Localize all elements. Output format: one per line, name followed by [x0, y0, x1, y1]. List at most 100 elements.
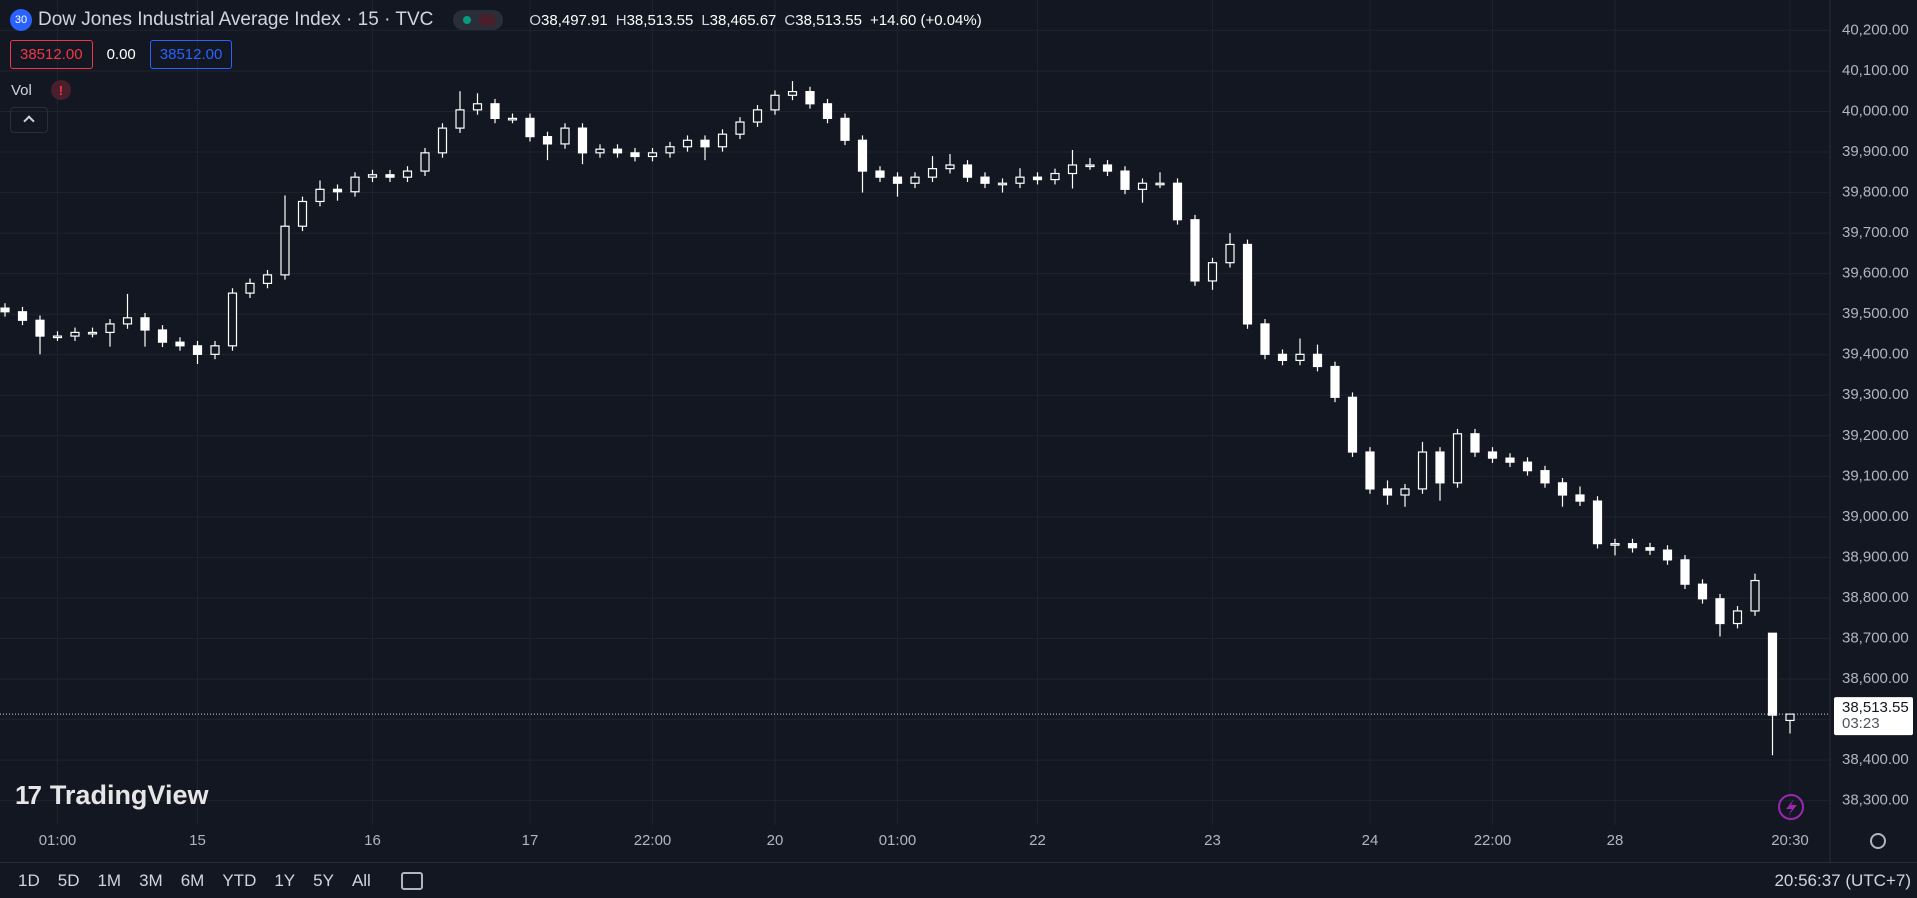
ohlc-value: 38,465.67 [709, 11, 777, 29]
candle-body [70, 331, 80, 337]
candle-body [1330, 365, 1340, 398]
candle-body [1522, 461, 1533, 472]
range-buttons: 1D 5D 1M 3M 6M YTD 1Y 5Y All [0, 871, 371, 891]
y-tick-label: 40,200.00 [1842, 21, 1909, 38]
candle-body [1645, 547, 1655, 551]
candle-body [1750, 579, 1760, 612]
candle-body [1382, 488, 1393, 496]
candle-body [1085, 164, 1095, 168]
candle-body [280, 225, 290, 276]
clock[interactable]: 20:56:37 (UTC+7) [1774, 871, 1911, 890]
last-price-tag [1834, 697, 1913, 736]
candle-body [52, 335, 63, 339]
candle-body [490, 103, 500, 119]
candle-body [1610, 543, 1620, 546]
settings-icon[interactable] [1870, 833, 1886, 849]
candle-body [175, 341, 185, 347]
x-tick-label: 22:00 [1474, 832, 1512, 849]
candle-body [227, 292, 238, 347]
candle-body [1242, 243, 1253, 325]
candle-body [630, 152, 640, 158]
candle-body [1155, 182, 1165, 186]
candle-body [1435, 451, 1445, 484]
range-button[interactable]: 3M [139, 871, 163, 890]
candle-body [1575, 494, 1585, 502]
range-button[interactable]: All [351, 871, 371, 890]
last-price-label: 38,513.55 [1842, 699, 1909, 716]
range-button[interactable]: 1M [97, 871, 122, 890]
candle-body [262, 274, 273, 284]
symbol-title[interactable]: Dow Jones Industrial Average Index · 15 … [38, 9, 434, 30]
candle-body [17, 311, 28, 321]
candle-body [1207, 262, 1218, 282]
watermark: 17 TradingView [15, 780, 208, 811]
range-button[interactable]: 5D [57, 871, 80, 890]
candle-body [595, 148, 605, 154]
collapse-button[interactable] [10, 107, 48, 133]
candle-body [1785, 713, 1795, 722]
y-tick-label: 40,000.00 [1842, 102, 1909, 119]
warning-icon[interactable]: ! [50, 80, 71, 100]
x-tick-label: 16 [364, 832, 381, 849]
indicator-name[interactable]: Vol [11, 81, 32, 99]
ohlc-key: H [615, 11, 627, 29]
symbol-badge[interactable]: 30 [10, 9, 32, 31]
x-tick-label: 20 [767, 832, 784, 849]
countdown-label: 03:23 [1842, 715, 1880, 732]
candle-body [140, 317, 150, 331]
range-button[interactable]: 5Y [313, 871, 334, 890]
candle-body [437, 127, 448, 154]
candle-body [157, 329, 168, 343]
candle-body [1715, 598, 1725, 625]
watermark-logo: 17 [15, 780, 42, 810]
range-button[interactable]: 1Y [274, 871, 296, 890]
candle-body [1312, 353, 1323, 368]
candle-body [1697, 583, 1708, 600]
ohlc-change: +14.60 (+0.04%) [869, 11, 982, 29]
sell-button[interactable]: 38512.00 [10, 40, 93, 69]
candle-body [945, 164, 955, 170]
candle-body [752, 109, 763, 123]
candle-body [647, 152, 658, 158]
ohlc-key: L [701, 11, 710, 29]
candle-body [1627, 543, 1638, 549]
candle-body [577, 127, 588, 154]
candle-body [980, 176, 990, 184]
alert-bolt [1786, 799, 1797, 816]
y-tick-label: 39,900.00 [1842, 143, 1909, 160]
range-button[interactable]: YTD [222, 871, 257, 890]
candle-body [367, 174, 378, 178]
bottom-toolbar: 1D 5D 1M 3M 6M YTD 1Y 5Y All 20:56:37 (UTC+7) [0, 862, 1917, 898]
candle-body [507, 117, 518, 121]
y-tick-label: 38,600.00 [1842, 670, 1909, 687]
candle-body [455, 109, 465, 129]
candle-body [822, 103, 833, 119]
candle-body [735, 121, 745, 135]
x-tick-label: 28 [1607, 832, 1624, 849]
status-pill[interactable] [453, 10, 504, 30]
candle-body [1417, 451, 1428, 490]
date-range-button[interactable] [400, 872, 423, 890]
candle-body [210, 345, 220, 355]
candle-body [315, 188, 325, 203]
y-tick-label: 39,300.00 [1842, 386, 1909, 403]
buy-button[interactable]: 38512.00 [149, 40, 233, 69]
candle-body [805, 91, 815, 105]
candle-body [1680, 559, 1690, 585]
range-button[interactable]: 6M [180, 871, 205, 890]
order-panel: 38512.00 0.00 38512.00 [10, 40, 233, 69]
candle-body [385, 174, 395, 178]
candle-body [997, 182, 1008, 186]
alert-icon[interactable] [1778, 794, 1804, 820]
candle-body [1032, 176, 1043, 181]
ohlc-value: 38,513.55 [795, 11, 862, 29]
range-button[interactable]: 1D [18, 871, 40, 890]
candle-body [682, 139, 693, 148]
indicator-legend: Vol ! [11, 80, 71, 100]
candle-body [770, 94, 780, 111]
y-tick-label: 39,500.00 [1842, 305, 1909, 322]
candle-body [1225, 243, 1235, 264]
candle-body [560, 127, 570, 145]
y-tick-label: 39,200.00 [1842, 427, 1909, 444]
candle-body [1277, 353, 1288, 362]
